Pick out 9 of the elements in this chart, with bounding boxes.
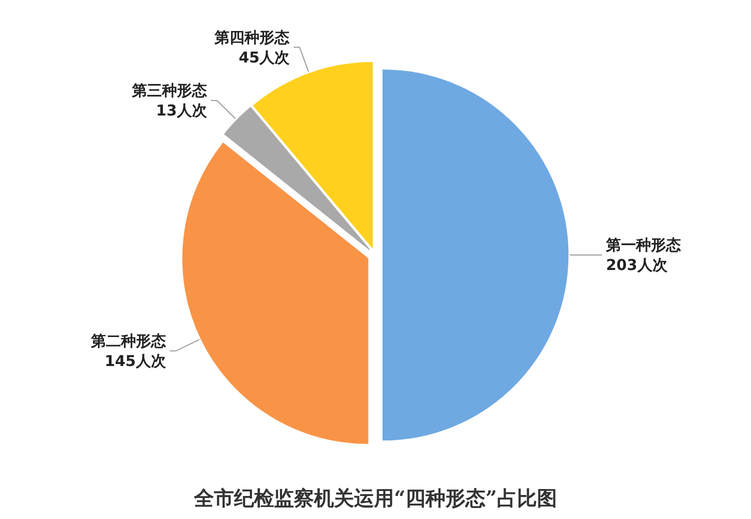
slice-label: 第二种形态 — [90, 332, 166, 350]
data-label: 45人次 — [238, 48, 291, 66]
slice-label: 第一种形态 — [605, 236, 681, 254]
data-label: 13人次 — [156, 102, 208, 120]
slice-label: 第四种形态 — [214, 28, 290, 46]
slice-label: 第三种形态 — [130, 82, 207, 100]
data-label: 203人次 — [606, 256, 668, 274]
text: 全市纪检监察机关运用“四种形态”占比图 — [192, 486, 558, 510]
data-label: 145人次 — [104, 352, 167, 370]
